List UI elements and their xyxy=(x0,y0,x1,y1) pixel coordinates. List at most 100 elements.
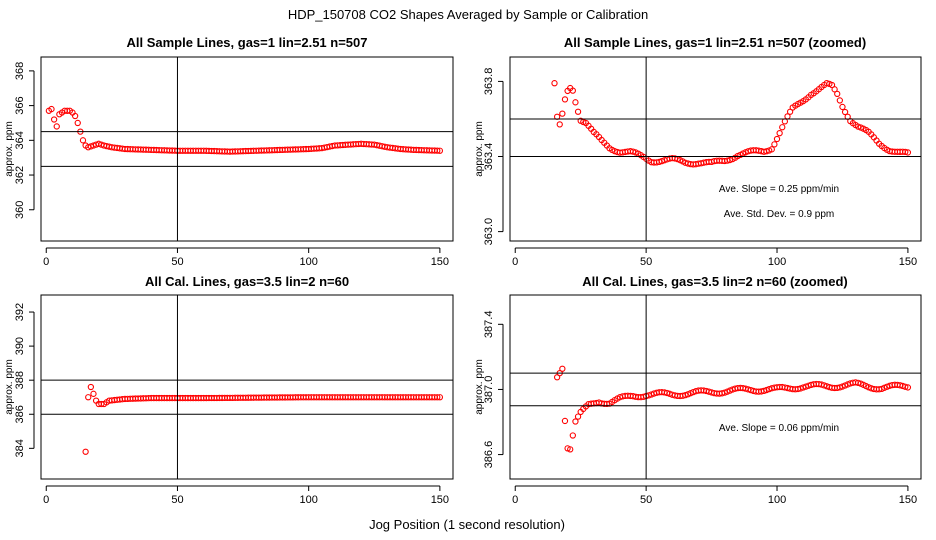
x-tick-label: 100 xyxy=(299,494,317,506)
data-point xyxy=(90,390,97,397)
data-points xyxy=(45,105,444,155)
plot-frame xyxy=(509,56,922,242)
y-tick-label: 386 xyxy=(14,405,26,423)
x-tick-label: 0 xyxy=(43,494,49,506)
x-axis-ticks: 0 50 100 150 xyxy=(43,485,449,506)
y-axis-label: approx. ppm xyxy=(474,359,485,415)
x-axis-ticks: 0 50 100 150 xyxy=(512,485,917,506)
data-point xyxy=(436,147,444,154)
y-tick-label: 363.0 xyxy=(483,218,495,246)
data-point xyxy=(559,365,566,372)
data-point xyxy=(831,86,838,93)
data-point xyxy=(82,448,89,455)
y-tick-label: 386.6 xyxy=(483,441,495,469)
data-point xyxy=(776,130,783,137)
data-points xyxy=(82,383,444,455)
x-tick-label: 0 xyxy=(512,256,518,268)
y-axis-ticks: 363.0 363.4 363.8 xyxy=(483,68,504,246)
data-point xyxy=(79,137,87,144)
data-point xyxy=(559,110,566,117)
data-point xyxy=(902,383,909,390)
data-point xyxy=(773,135,781,143)
data-point xyxy=(572,418,579,425)
plot-frame xyxy=(40,294,454,480)
data-point xyxy=(551,80,558,87)
y-tick-label: 390 xyxy=(14,337,26,355)
y-tick-label: 387.0 xyxy=(483,376,495,404)
data-point xyxy=(561,417,569,425)
data-point xyxy=(836,384,843,391)
panel-bottom-right: All Cal. Lines, gas=3.5 lin=2 n=60 (zoom… xyxy=(474,274,922,506)
x-tick-label: 50 xyxy=(171,494,183,506)
data-points xyxy=(553,365,912,453)
x-tick-label: 100 xyxy=(768,494,786,506)
data-point xyxy=(574,108,582,115)
data-point xyxy=(50,116,58,123)
data-point xyxy=(434,394,441,401)
data-point xyxy=(902,148,909,156)
data-point xyxy=(763,148,770,155)
panel-top-right: All Sample Lines, gas=1 lin=2.51 n=507 (… xyxy=(474,35,922,268)
y-tick-label: 366 xyxy=(14,96,26,114)
x-tick-label: 150 xyxy=(431,494,449,506)
data-point xyxy=(768,146,775,153)
y-axis-label: approx. ppm xyxy=(4,359,15,415)
data-point xyxy=(836,97,843,104)
x-tick-label: 150 xyxy=(431,256,449,268)
data-point xyxy=(839,103,846,111)
data-point xyxy=(904,149,912,156)
data-point xyxy=(64,107,71,114)
data-point xyxy=(574,413,582,420)
data-point xyxy=(629,148,637,155)
panel-bottom-left: All Cal. Lines, gas=3.5 lin=2 n=60 0 50 10… xyxy=(4,274,454,506)
y-axis-label: approx. ppm xyxy=(474,121,485,177)
panel-title: All Sample Lines, gas=1 lin=2.51 n=507 (… xyxy=(564,35,866,50)
data-point xyxy=(85,394,92,401)
y-tick-label: 362 xyxy=(14,166,26,184)
data-point xyxy=(434,147,441,154)
panel-title: All Cal. Lines, gas=3.5 lin=2 n=60 (zoom… xyxy=(582,274,848,289)
data-point xyxy=(834,90,841,98)
data-point xyxy=(53,123,60,130)
data-point xyxy=(74,119,81,127)
x-axis-ticks: 0 50 100 150 xyxy=(512,247,917,268)
panel-title: All Cal. Lines, gas=3.5 lin=2 n=60 xyxy=(145,274,349,289)
data-point xyxy=(663,389,671,397)
x-tick-label: 50 xyxy=(640,256,652,268)
data-points xyxy=(551,80,912,168)
data-point xyxy=(572,99,579,106)
data-point xyxy=(556,121,563,128)
figure-title: HDP_150708 CO2 Shapes Averaged by Sample… xyxy=(288,7,648,22)
y-axis-ticks: 360 362 364 366 368 xyxy=(14,62,35,219)
data-point xyxy=(781,118,789,125)
data-point xyxy=(800,384,807,391)
y-tick-label: 360 xyxy=(14,201,26,219)
plot-frame xyxy=(509,294,922,480)
data-point xyxy=(779,124,786,131)
data-point xyxy=(569,432,576,439)
y-tick-label: 388 xyxy=(14,371,26,389)
data-point xyxy=(823,80,830,87)
data-point xyxy=(841,108,849,116)
data-point xyxy=(71,112,79,120)
x-tick-label: 150 xyxy=(899,494,917,506)
x-tick-label: 0 xyxy=(512,494,518,506)
annotation-slope: Ave. Slope = 0.25 ppm/min xyxy=(719,184,839,195)
data-point xyxy=(771,141,778,148)
y-tick-label: 368 xyxy=(14,62,26,80)
panel-title: All Sample Lines, gas=1 lin=2.51 n=507 xyxy=(127,35,368,50)
y-tick-label: 384 xyxy=(14,439,26,457)
x-axis-ticks: 0 50 100 150 xyxy=(43,247,449,268)
data-point xyxy=(48,105,55,113)
x-tick-label: 100 xyxy=(768,256,786,268)
annotation-std-dev: Ave. Std. Dev. = 0.9 ppm xyxy=(724,209,835,220)
data-point xyxy=(760,387,768,395)
y-axis-label: approx. ppm xyxy=(4,121,15,177)
x-tick-label: 50 xyxy=(640,494,652,506)
data-point xyxy=(567,446,574,453)
y-tick-label: 364 xyxy=(14,131,26,149)
y-tick-label: 387.4 xyxy=(483,311,495,339)
x-tick-label: 50 xyxy=(171,256,183,268)
x-axis-title: Jog Position (1 second resolution) xyxy=(369,517,565,532)
